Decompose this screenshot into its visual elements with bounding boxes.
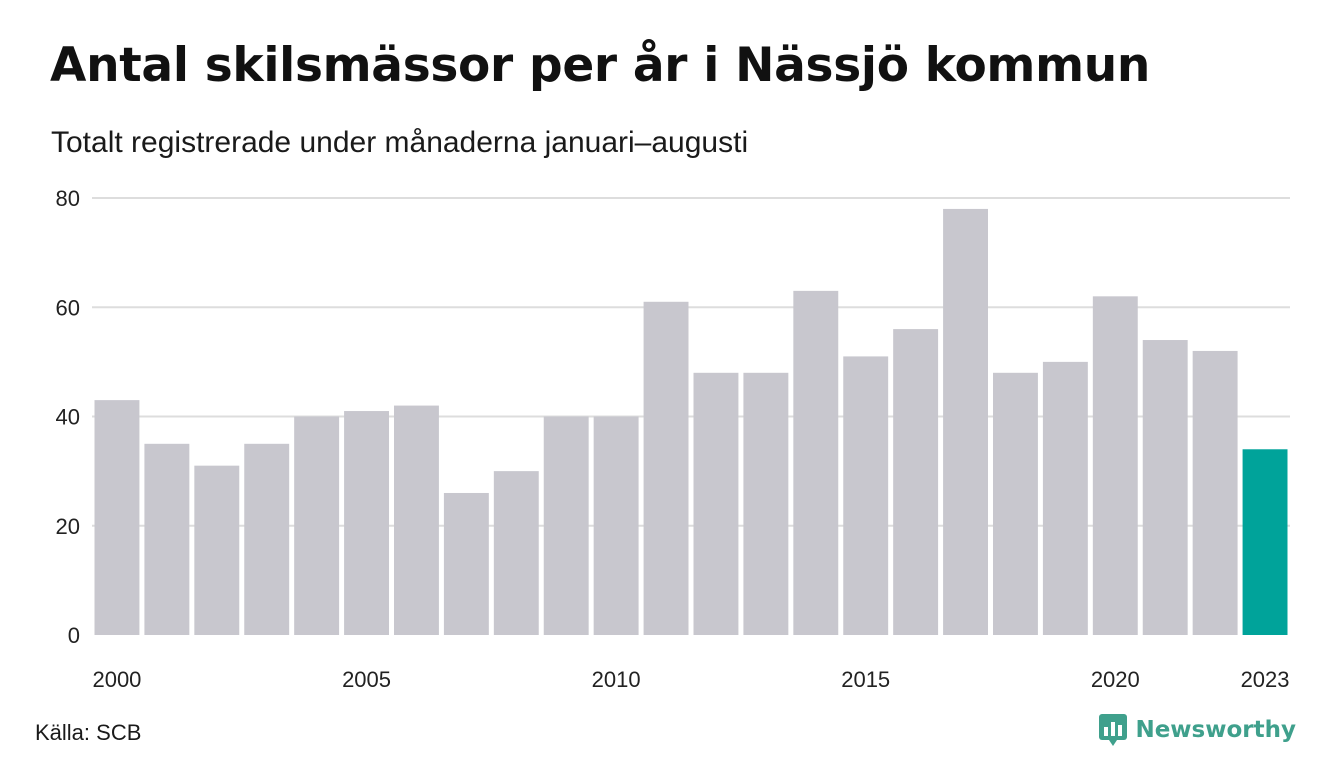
y-tick-label: 40 [56,405,80,430]
y-tick-label: 80 [56,186,80,211]
source-label: Källa: SCB [35,720,142,745]
x-tick-label: 2023 [1241,667,1290,692]
bar [394,405,439,635]
bar [1192,350,1238,635]
bar [1092,296,1138,635]
bar [344,411,389,635]
y-tick-label: 0 [68,623,80,648]
x-tick-label: 2020 [1091,667,1140,692]
bar [294,416,340,635]
bar [144,443,190,635]
chart-subtitle: Totalt registrerade under månaderna janu… [51,126,749,159]
y-tick-label: 60 [56,295,80,320]
bar [1142,340,1188,635]
bar [1242,449,1288,635]
bar [693,372,739,635]
bar-chart: 0 20 40 60 80 2000 2005 2010 2015 2020 2023 [56,186,1290,692]
bar [1042,361,1088,635]
bar [793,290,839,635]
bar [893,329,939,635]
bar [543,416,589,635]
bar [593,416,639,635]
bar [244,443,290,635]
x-tick-label: 2005 [342,667,391,692]
bar [943,208,988,636]
bar [194,465,240,635]
newsworthy-icon [1099,714,1128,746]
bar [843,356,889,635]
bar [993,372,1038,635]
bar [94,400,140,635]
x-tick-label: 2010 [592,667,641,692]
bar [743,372,789,635]
y-tick-label: 20 [56,514,80,539]
chart-title: Antal skilsmässor per år i Nässjö kommun [50,38,1151,93]
brand-logo: Newsworthy [1099,714,1296,746]
x-tick-label: 2015 [841,667,890,692]
bar [643,301,689,635]
brand-name: Newsworthy [1135,717,1296,743]
x-tick-label: 2000 [92,667,141,692]
bar [493,471,539,635]
bar [443,492,489,635]
